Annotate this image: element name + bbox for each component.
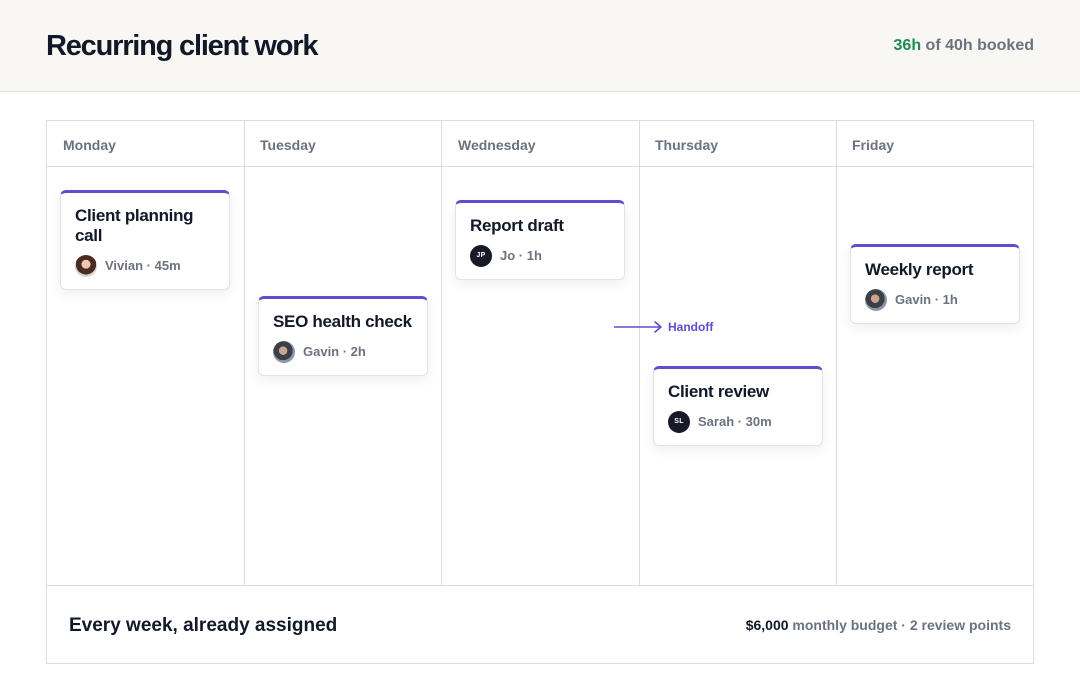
assignee-duration: Gavin · 1h xyxy=(895,292,958,307)
board-footer: Every week, already assigned $6,000 mont… xyxy=(47,585,1033,663)
booked-summary: 36h of 40h booked xyxy=(894,36,1034,56)
assignee-duration: Gavin · 2h xyxy=(303,344,366,359)
task-meta: SL Sarah · 30m xyxy=(668,411,808,433)
footer-title: Every week, already assigned xyxy=(69,615,338,636)
day-label-wednesday: Wednesday xyxy=(458,137,536,153)
day-label-thursday: Thursday xyxy=(655,137,719,153)
column-divider xyxy=(639,121,640,585)
column-header-wednesday: Wednesday xyxy=(442,121,639,167)
column-header-friday: Friday xyxy=(836,121,1033,167)
task-title: Weekly report xyxy=(865,260,974,279)
page-title: Recurring client work xyxy=(46,30,319,62)
day-label-friday: Friday xyxy=(852,137,895,153)
assignee-duration: Vivian · 45m xyxy=(105,258,181,273)
assignee-duration: Sarah · 30m xyxy=(698,414,772,429)
task-meta: Gavin · 2h xyxy=(273,341,413,363)
budget-details: monthly budget · 2 review points xyxy=(788,617,1011,633)
avatar xyxy=(75,255,97,277)
column-header-tuesday: Tuesday xyxy=(244,121,442,167)
avatar: JP xyxy=(470,245,492,267)
task-card-monday[interactable]: Client planning call Vivian · 45m xyxy=(60,190,230,290)
column-divider xyxy=(836,121,837,585)
handoff-connector: Handoff xyxy=(614,318,734,336)
task-title: Client review xyxy=(668,382,769,401)
task-meta: Vivian · 45m xyxy=(75,255,215,277)
column-divider xyxy=(441,121,442,585)
avatar: SL xyxy=(668,411,690,433)
task-title: Client planning call xyxy=(75,206,194,245)
day-label-monday: Monday xyxy=(63,137,116,153)
handoff-label: Handoff xyxy=(668,320,714,334)
booked-hours: 36h xyxy=(893,37,922,54)
task-card-friday[interactable]: Weekly report Gavin · 1h xyxy=(850,244,1020,324)
assignee-duration: Jo · 1h xyxy=(500,248,542,263)
task-title: Report draft xyxy=(470,216,564,235)
budget-summary: $6,000 monthly budget · 2 review points xyxy=(746,617,1011,633)
column-divider xyxy=(244,121,245,585)
task-meta: JP Jo · 1h xyxy=(470,245,610,267)
avatar xyxy=(865,289,887,311)
task-meta: Gavin · 1h xyxy=(865,289,1005,311)
task-card-tuesday[interactable]: SEO health check Gavin · 2h xyxy=(258,296,428,376)
budget-amount: $6,000 xyxy=(745,617,789,633)
column-header-thursday: Thursday xyxy=(639,121,836,167)
task-card-wednesday[interactable]: Report draft JP Jo · 1h xyxy=(455,200,625,280)
task-card-thursday[interactable]: Client review SL Sarah · 30m xyxy=(653,366,823,446)
arrow-right-icon xyxy=(614,321,662,333)
booked-total: of 40h booked xyxy=(921,37,1034,54)
page-header: Recurring client work 36h of 40h booked xyxy=(0,0,1080,92)
column-header-monday: Monday xyxy=(47,121,244,167)
day-label-tuesday: Tuesday xyxy=(260,137,316,153)
avatar xyxy=(273,341,295,363)
task-title: SEO health check xyxy=(273,312,412,331)
